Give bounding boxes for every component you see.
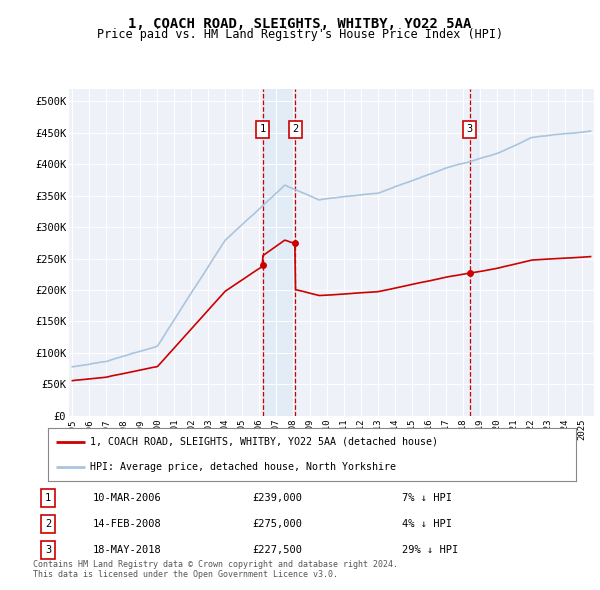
Text: 10-MAR-2006: 10-MAR-2006: [93, 493, 162, 503]
Text: 2: 2: [45, 519, 51, 529]
Text: 4% ↓ HPI: 4% ↓ HPI: [402, 519, 452, 529]
Text: 18-MAY-2018: 18-MAY-2018: [93, 545, 162, 555]
Text: HPI: Average price, detached house, North Yorkshire: HPI: Average price, detached house, Nort…: [90, 462, 396, 472]
Text: £227,500: £227,500: [252, 545, 302, 555]
Text: 14-FEB-2008: 14-FEB-2008: [93, 519, 162, 529]
Text: 1, COACH ROAD, SLEIGHTS, WHITBY, YO22 5AA (detached house): 1, COACH ROAD, SLEIGHTS, WHITBY, YO22 5A…: [90, 437, 438, 447]
Text: 29% ↓ HPI: 29% ↓ HPI: [402, 545, 458, 555]
Text: 1: 1: [45, 493, 51, 503]
Text: 3: 3: [45, 545, 51, 555]
Text: 3: 3: [467, 124, 473, 135]
Text: 7% ↓ HPI: 7% ↓ HPI: [402, 493, 452, 503]
Text: Price paid vs. HM Land Registry's House Price Index (HPI): Price paid vs. HM Land Registry's House …: [97, 28, 503, 41]
Text: £239,000: £239,000: [252, 493, 302, 503]
Text: Contains HM Land Registry data © Crown copyright and database right 2024.
This d: Contains HM Land Registry data © Crown c…: [33, 560, 398, 579]
Point: [258, 261, 268, 270]
Text: 1: 1: [259, 124, 266, 135]
Bar: [263, 88, 295, 416]
Point: [290, 238, 300, 247]
Point: [465, 268, 475, 277]
Text: £275,000: £275,000: [252, 519, 302, 529]
Bar: [470, 88, 478, 416]
Text: 2: 2: [292, 124, 298, 135]
Text: 1, COACH ROAD, SLEIGHTS, WHITBY, YO22 5AA: 1, COACH ROAD, SLEIGHTS, WHITBY, YO22 5A…: [128, 17, 472, 31]
